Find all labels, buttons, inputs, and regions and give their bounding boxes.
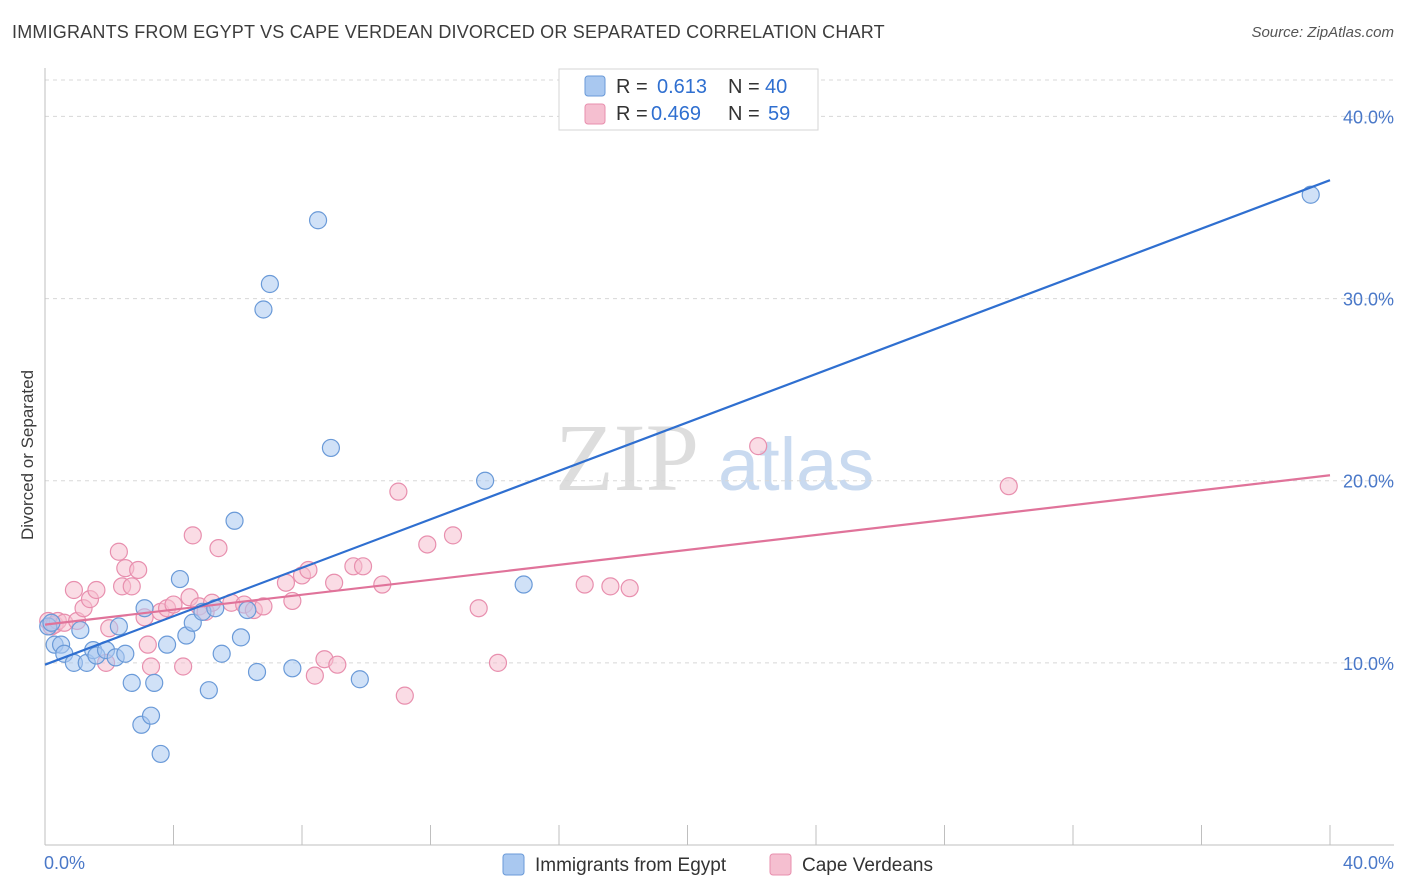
- data-point: [353, 557, 373, 576]
- y-tick-label: 10.0%: [1343, 654, 1394, 674]
- data-point: [1301, 185, 1320, 204]
- trend-line-egypt: [44, 179, 1331, 666]
- data-point: [418, 535, 437, 554]
- data-point: [601, 577, 620, 596]
- data-point: [183, 526, 202, 545]
- source-label: Source: ZipAtlas.com: [1251, 24, 1394, 41]
- data-point: [260, 274, 279, 294]
- x-tick-label-max: 40.0%: [1343, 853, 1394, 873]
- data-point: [469, 599, 488, 618]
- data-point: [151, 744, 170, 764]
- y-axis-label: Divorced or Separated: [18, 370, 37, 540]
- data-point: [254, 300, 273, 319]
- data-point: [328, 655, 347, 674]
- data-point: [575, 575, 594, 594]
- data-point: [174, 657, 193, 676]
- x-tick-label-min: 0.0%: [44, 853, 85, 873]
- data-point: [141, 657, 161, 676]
- legend-r-label-cape-verdeans: R =: [616, 103, 648, 125]
- data-point: [514, 575, 533, 594]
- legend-n-label-cape-verdeans: N =: [728, 103, 760, 125]
- y-tick-label: 40.0%: [1343, 107, 1394, 127]
- data-point: [145, 673, 164, 692]
- data-point: [122, 673, 141, 692]
- bottom-legend-swatch-egypt: [502, 853, 525, 876]
- data-point: [109, 617, 128, 636]
- legend-n-value-egypt: 40: [765, 76, 787, 98]
- series-egypt-points: [39, 185, 1320, 764]
- data-point: [999, 477, 1018, 496]
- y-tick-labels: 10.0% 20.0% 30.0% 40.0%: [1343, 107, 1394, 673]
- data-point: [231, 628, 251, 647]
- data-point: [488, 653, 508, 672]
- data-point: [199, 681, 218, 700]
- bottom-legend-label-egypt: Immigrants from Egypt: [535, 855, 727, 876]
- data-point: [170, 569, 190, 589]
- data-point: [64, 580, 84, 600]
- data-point: [129, 560, 148, 580]
- watermark-atlas: atlas: [718, 423, 874, 506]
- data-point: [247, 662, 267, 682]
- data-point: [299, 560, 318, 580]
- bottom-legend-label-cape-verdeans: Cape Verdeans: [802, 855, 933, 876]
- data-point: [350, 670, 369, 689]
- data-point: [305, 666, 324, 685]
- data-point: [122, 577, 141, 596]
- data-point: [87, 580, 106, 600]
- data-point: [116, 644, 135, 663]
- data-point: [749, 437, 768, 456]
- legend-swatch-egypt: [584, 75, 606, 97]
- data-point: [209, 539, 228, 558]
- correlation-legend: R = 0.613 N = 40 R = 0.469 N = 59: [558, 68, 819, 131]
- data-point: [308, 211, 328, 230]
- watermark-zip: ZIP: [555, 404, 699, 511]
- trend-line-cape-verdeans: [44, 474, 1331, 626]
- data-point: [476, 471, 495, 490]
- series-legend: Immigrants from Egypt Cape Verdeans: [502, 853, 933, 876]
- legend-n-value-cape-verdeans: 59: [768, 103, 790, 125]
- legend-r-label-egypt: R =: [616, 76, 648, 98]
- bottom-legend-swatch-cape-verdeans: [769, 853, 792, 876]
- data-point: [389, 482, 408, 501]
- y-tick-label: 30.0%: [1343, 290, 1394, 310]
- legend-n-label-egypt: N =: [728, 76, 760, 98]
- data-point: [620, 579, 639, 598]
- chart-title: IMMIGRANTS FROM EGYPT VS CAPE VERDEAN DI…: [12, 22, 885, 42]
- data-point: [225, 511, 244, 530]
- axes: [44, 68, 1394, 846]
- legend-r-value-cape-verdeans: 0.469: [651, 103, 701, 125]
- data-point: [138, 635, 157, 654]
- data-point: [71, 620, 90, 640]
- data-point: [395, 686, 414, 705]
- data-point: [238, 600, 257, 620]
- data-point: [325, 573, 344, 592]
- data-point: [283, 659, 302, 678]
- y-tick-label: 20.0%: [1343, 472, 1394, 492]
- data-point: [443, 526, 463, 545]
- data-point: [321, 438, 341, 458]
- data-point: [157, 635, 177, 654]
- data-point: [212, 644, 231, 663]
- legend-swatch-cape-verdeans: [584, 103, 606, 125]
- gridlines: [45, 79, 1394, 664]
- legend-r-value-egypt: 0.613: [657, 76, 707, 98]
- data-point: [141, 706, 161, 725]
- data-point: [109, 542, 128, 561]
